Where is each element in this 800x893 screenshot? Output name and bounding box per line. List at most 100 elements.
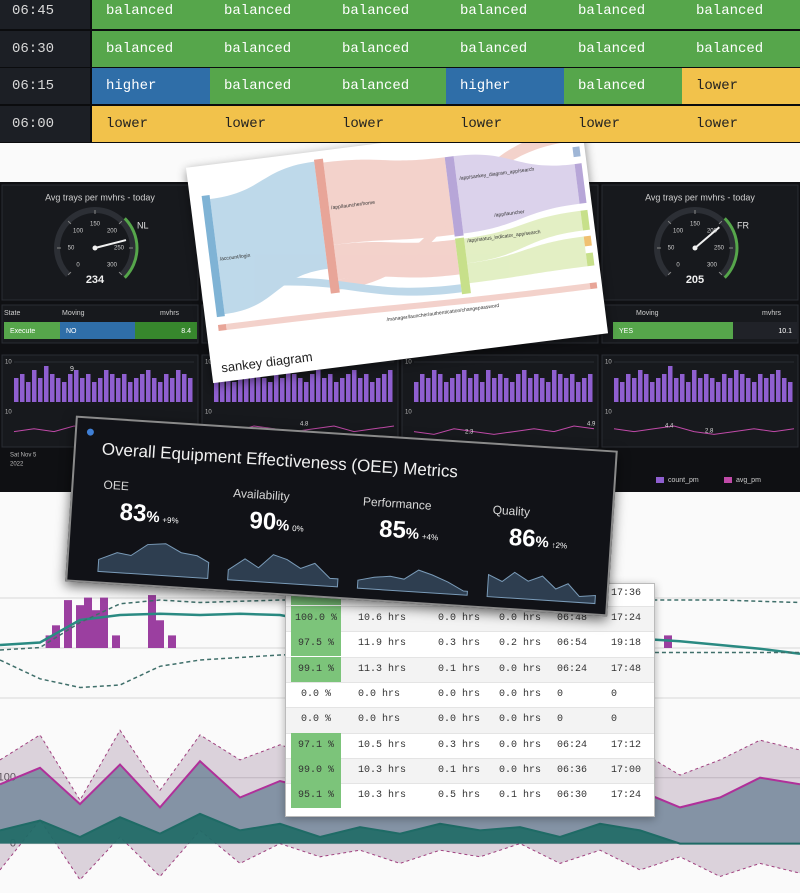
bar: [462, 370, 467, 402]
bar: [704, 374, 709, 402]
y-tick-label: 10: [205, 360, 212, 366]
bar: [32, 370, 37, 402]
state-cell: lower: [210, 105, 328, 142]
avg-line: [413, 425, 595, 435]
table-cell: 0.3 hrs: [438, 638, 481, 650]
table-header: Moving: [62, 310, 85, 317]
oee-card: Overall Equipment Effectiveness (OEE) Me…: [65, 415, 618, 617]
table-cell: 0: [557, 688, 564, 700]
bar: [38, 378, 43, 402]
flow: [453, 154, 580, 234]
node: [574, 163, 587, 204]
bar: [92, 610, 100, 648]
bar: [540, 378, 545, 402]
bar: [728, 378, 733, 402]
pct-cell: [291, 606, 341, 631]
table-cell-text: 10.1: [778, 328, 792, 335]
flow: [467, 236, 588, 284]
bar: [182, 374, 187, 402]
gauge-tick: [718, 271, 723, 276]
bar: [564, 378, 569, 402]
gauge-tick-label: 200: [107, 229, 118, 235]
metric-value-row: 85% +4%: [378, 515, 439, 547]
bar: [486, 370, 491, 402]
sankey-nodes: [201, 128, 598, 331]
table-cell: 10.3 hrs: [358, 790, 407, 802]
bar: [674, 378, 679, 402]
metric-value: 85: [378, 515, 407, 545]
table-cell: 0.0 hrs: [358, 714, 401, 726]
gauge-tick-label: 150: [90, 222, 101, 228]
bar: [56, 378, 61, 402]
date-label: 2022: [10, 462, 24, 468]
sankey-card: sankey diagram /account/login/app/launch…: [185, 117, 609, 384]
bar: [44, 366, 49, 402]
y-tick-label: 10: [5, 410, 12, 416]
bar: [632, 378, 637, 402]
bar: [444, 382, 449, 402]
table-header: State: [4, 310, 20, 317]
state-cell: balanced: [682, 30, 800, 67]
table-cell: 10.5 hrs: [358, 739, 407, 751]
metric-unit: %: [145, 508, 161, 527]
table-cell: 0.0 hrs: [499, 663, 542, 675]
area-line: [0, 812, 800, 845]
node: [572, 146, 581, 158]
bar: [516, 374, 521, 402]
gauge-tick: [667, 271, 672, 276]
sankey-diagram: sankey diagram /account/login/app/launch…: [201, 128, 598, 375]
bar: [214, 374, 219, 402]
bar: [340, 378, 345, 402]
table-row: [286, 631, 654, 658]
node: [589, 282, 598, 290]
peak-label: 9: [70, 366, 74, 373]
status-table: 06:45 balanced balanced balanced balanced bal…: [0, 0, 800, 143]
bar: [420, 374, 425, 402]
table-cell: 17:48: [611, 663, 642, 675]
flow: [323, 157, 455, 245]
bar: [220, 378, 225, 402]
state-cell: balanced: [564, 68, 682, 104]
table-cell: 06:54: [557, 638, 588, 650]
bar: [764, 378, 769, 402]
state-cell: balanced: [682, 0, 800, 29]
state-cell: lower: [682, 105, 800, 142]
bar: [304, 382, 309, 402]
sparkline: [227, 554, 339, 588]
state-cell: lower: [92, 105, 210, 142]
bar: [626, 374, 631, 402]
table-cell: 17:24: [611, 613, 642, 624]
bar: [644, 374, 649, 402]
gauge-tick-label: 50: [668, 246, 675, 252]
bar: [668, 366, 673, 402]
table-cell: 11.3 hrs: [358, 663, 407, 675]
bar: [104, 370, 109, 402]
table-cell: 0.0 hrs: [438, 688, 481, 700]
bar: [558, 374, 563, 402]
bar: [238, 374, 243, 402]
bar: [450, 378, 455, 402]
table-row: [286, 757, 654, 784]
pct-cell: [291, 757, 341, 783]
table-cell-text: Execute: [10, 328, 35, 335]
state-cell: balanced: [446, 30, 564, 67]
bar: [250, 374, 255, 402]
sankey-label: /app/launcher/home: [331, 200, 376, 212]
y-tick-label: 10: [605, 360, 612, 366]
bar: [14, 378, 19, 402]
flow: [464, 210, 583, 264]
time-cell: 06:00: [0, 105, 90, 142]
bar: [176, 370, 181, 402]
bar: [244, 378, 249, 402]
line-label: 2.8: [705, 429, 714, 435]
table-cell: 0.0 hrs: [358, 688, 401, 700]
gauge-tick-label: 200: [707, 229, 718, 235]
date-label: Sat Nov 5: [10, 453, 37, 459]
bar: [316, 370, 321, 402]
table-cell: 0.0 hrs: [499, 764, 542, 776]
y-tick-label: 10: [605, 410, 612, 416]
table-cell: 0.0 hrs: [438, 714, 481, 726]
bar: [570, 374, 575, 402]
legend-swatch: [656, 477, 664, 483]
bar: [468, 378, 473, 402]
